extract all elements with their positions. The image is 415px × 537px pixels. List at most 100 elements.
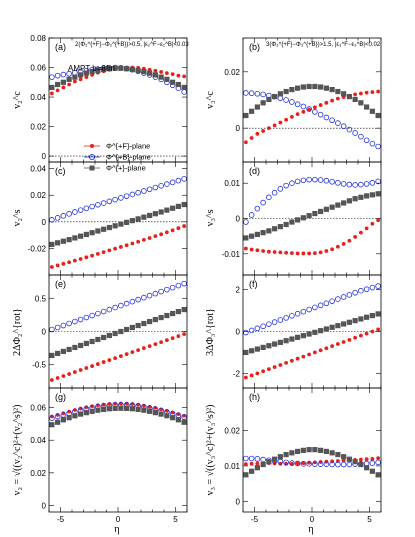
data-point xyxy=(164,71,169,76)
data-point xyxy=(364,331,369,336)
data-point xyxy=(54,215,61,221)
data-point xyxy=(335,452,341,458)
data-point xyxy=(364,465,370,471)
data-point xyxy=(152,184,159,191)
data-point xyxy=(375,311,381,317)
y-tick-label: 0.06 xyxy=(30,64,46,73)
data-point xyxy=(330,247,335,252)
data-point xyxy=(49,326,55,333)
data-point xyxy=(301,109,306,114)
data-point xyxy=(72,235,78,241)
data-point xyxy=(346,126,353,133)
data-point xyxy=(283,97,289,103)
data-point xyxy=(266,459,272,465)
data-point xyxy=(164,181,170,187)
data-point xyxy=(358,230,363,235)
data-point xyxy=(271,319,278,325)
data-point xyxy=(306,106,312,112)
series-total xyxy=(243,447,381,478)
data-point xyxy=(335,296,341,302)
data-point xyxy=(135,406,141,412)
data-point xyxy=(129,298,136,305)
panel-c: -0.02 0 0.02 0.04 (c) v₂^s xyxy=(12,161,188,276)
data-point xyxy=(369,460,376,466)
data-point xyxy=(266,194,272,201)
data-point xyxy=(72,79,77,84)
data-point xyxy=(353,92,358,97)
data-point xyxy=(135,67,141,74)
data-point xyxy=(181,89,187,95)
data-point xyxy=(176,334,181,339)
data-point xyxy=(60,348,66,355)
data-point xyxy=(118,195,124,201)
data-point xyxy=(101,406,107,412)
plot-frame xyxy=(48,161,188,276)
data-point xyxy=(124,219,130,225)
data-point xyxy=(266,367,271,372)
data-point xyxy=(283,338,289,344)
data-point xyxy=(100,200,107,206)
data-point xyxy=(358,316,364,322)
data-point xyxy=(283,221,289,228)
data-point xyxy=(346,456,352,462)
data-point xyxy=(289,180,295,186)
series-forward xyxy=(49,224,187,269)
data-point xyxy=(249,247,254,252)
data-point xyxy=(306,331,312,337)
data-point xyxy=(95,228,101,234)
data-point xyxy=(72,258,77,263)
data-point xyxy=(136,239,141,244)
data-point xyxy=(175,308,181,315)
data-point xyxy=(329,178,335,185)
data-point xyxy=(312,210,318,217)
data-point xyxy=(141,407,147,413)
data-point xyxy=(312,447,318,453)
data-point xyxy=(158,314,164,321)
data-point xyxy=(175,417,181,423)
y-axis-title: v₃ = √((v₃^c)²+(v₃^s)²) xyxy=(205,405,216,496)
data-point xyxy=(312,461,318,467)
data-point xyxy=(254,231,260,237)
data-point xyxy=(324,346,329,351)
data-point xyxy=(83,231,89,238)
data-point xyxy=(341,200,347,206)
data-point xyxy=(170,310,176,317)
data-point xyxy=(106,306,113,313)
data-point xyxy=(89,69,95,75)
data-point xyxy=(141,346,146,351)
series-backward xyxy=(243,176,381,225)
data-point xyxy=(254,104,260,110)
data-point xyxy=(61,261,66,266)
data-point xyxy=(346,94,352,100)
data-point xyxy=(277,454,283,460)
data-point xyxy=(170,72,175,77)
data-point xyxy=(300,215,306,221)
data-point xyxy=(358,457,363,462)
data-point xyxy=(101,226,107,232)
data-point xyxy=(181,419,187,425)
data-point xyxy=(289,336,295,342)
data-point xyxy=(181,414,187,420)
data-point xyxy=(260,344,266,351)
data-point xyxy=(260,230,266,236)
data-point xyxy=(272,250,277,254)
data-point xyxy=(323,448,329,455)
y-tick-label: 0.06 xyxy=(30,404,46,413)
data-point xyxy=(375,178,381,185)
data-point xyxy=(60,213,67,219)
data-point xyxy=(89,408,95,414)
data-point xyxy=(295,461,300,466)
y-tick-label: 0.02 xyxy=(30,469,46,478)
data-point xyxy=(312,460,317,465)
data-point xyxy=(300,177,307,184)
panel-d: -0.01 0 0.01 (d) v₃^s xyxy=(205,161,382,276)
data-point xyxy=(295,85,301,91)
data-point xyxy=(249,348,255,354)
data-point xyxy=(49,241,55,248)
series-backward xyxy=(243,90,381,150)
data-point xyxy=(164,207,170,213)
data-point xyxy=(106,332,112,339)
data-point xyxy=(278,250,283,255)
data-point xyxy=(272,226,278,232)
data-point xyxy=(66,346,72,353)
